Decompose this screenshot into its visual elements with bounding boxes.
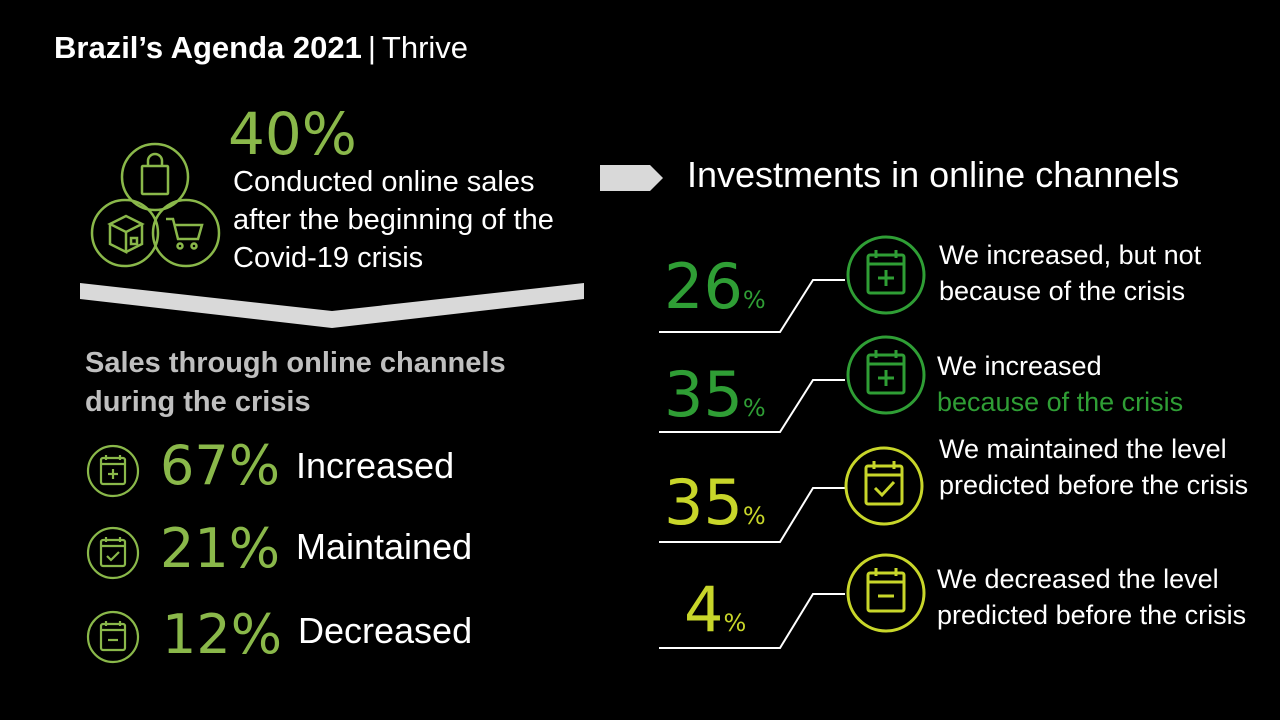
connector-2 [659,379,845,433]
investment-4-label: We decreased the level predicted before … [937,564,1247,630]
calendar-plus-icon [846,235,926,315]
calendar-minus-icon [846,553,926,633]
sales-maintained-percent: 21% [160,517,281,580]
connector-lines [659,279,845,649]
calendar-plus-icon [846,335,926,415]
connector-3 [659,487,845,543]
connector-1 [659,279,845,333]
investment-1-percent: 26% [664,250,766,323]
sales-increased-label: Increased [296,445,455,486]
investment-1-label: We increased, but not because of the cri… [939,240,1202,306]
investment-3-label: We maintained the level predicted before… [939,434,1249,500]
title-separator: | [367,30,376,65]
investment-2-label-highlight: because of the crisis [937,387,1184,417]
connector-4 [659,593,845,649]
page-title: Brazil’s Agenda 2021 | Thrive [54,30,468,66]
investment-3-percent: 35% [664,466,766,539]
investment-2-label: We increased because of the crisis [937,348,1257,420]
online-sales-description: Conducted online sales after the beginni… [233,166,554,274]
calendar-minus-icon [86,610,140,664]
investment-2-percent: 35% [664,358,766,431]
investments-heading: Investments in online channels [687,154,1180,195]
sales-decreased-percent: 12% [162,603,283,666]
package-box-icon [90,198,160,268]
sales-increased-percent: 67% [160,434,281,497]
ecommerce-icons-cluster [90,142,221,268]
investment-4-percent: 4% [684,573,747,646]
shopping-bag-icon [120,142,190,212]
investment-2-label-main: We increased [937,351,1102,381]
title-bold: Brazil’s Agenda 2021 [54,30,362,65]
arrow-right-icon [600,165,663,191]
title-sub: Thrive [381,30,469,65]
sales-maintained-label: Maintained [296,526,473,567]
online-sales-percent: 40% [228,100,357,168]
calendar-check-icon [86,526,140,580]
calendar-plus-icon [86,444,140,498]
sales-channels-heading: Sales through online channels during the… [85,347,506,418]
sales-decreased-label: Decreased [298,610,473,651]
shopping-cart-icon [151,198,221,268]
chevron-divider [80,283,584,328]
calendar-check-icon [844,446,924,526]
